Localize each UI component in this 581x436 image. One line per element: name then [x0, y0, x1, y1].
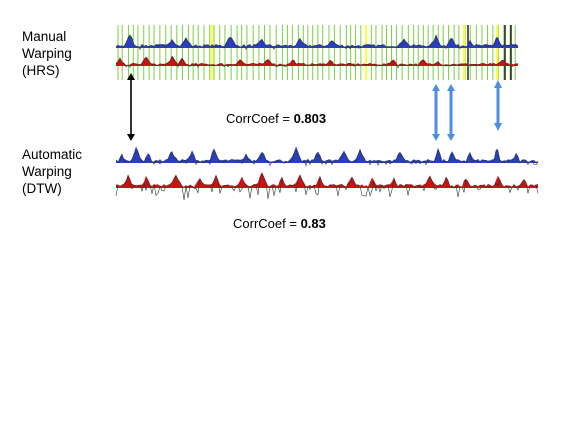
black-arrow-head-top: [127, 73, 135, 80]
dtw-blue-trace-fill: [116, 146, 538, 163]
black-arrow-head-bottom: [127, 134, 135, 141]
manual-warping-label: Manual Warping (HRS): [22, 29, 72, 78]
blue-arrow-2-head-top: [447, 84, 455, 91]
automatic-warping-label: Automatic Warping (DTW): [22, 147, 83, 196]
hrs-warping-lines: [117, 25, 516, 80]
hrs-red-trace-fill: [116, 55, 518, 66]
blue-arrow-3-head-top: [494, 80, 502, 88]
dtw-traces: [115, 146, 539, 201]
automatic-corrcoef: CorrCoef = 0.83: [233, 216, 326, 231]
dtw-blue-trace-line: [115, 149, 539, 167]
blue-arrow-1-head-top: [432, 84, 440, 91]
hrs-blue-trace-fill: [116, 34, 518, 48]
dtw-red-trace-line: [115, 173, 539, 201]
blue-arrow-2-head-bottom: [447, 134, 455, 141]
correspondence-arrows: [127, 73, 502, 141]
dtw-red-trace-fill: [116, 172, 538, 188]
blue-arrow-3-head: [494, 123, 502, 131]
hrs-red-trace-line: [115, 56, 519, 69]
blue-arrow-1-head-bottom: [432, 134, 440, 141]
hrs-traces: [115, 34, 519, 69]
manual-corrcoef: CorrCoef = 0.803: [226, 111, 327, 126]
hrs-blue-trace-line: [115, 34, 519, 51]
